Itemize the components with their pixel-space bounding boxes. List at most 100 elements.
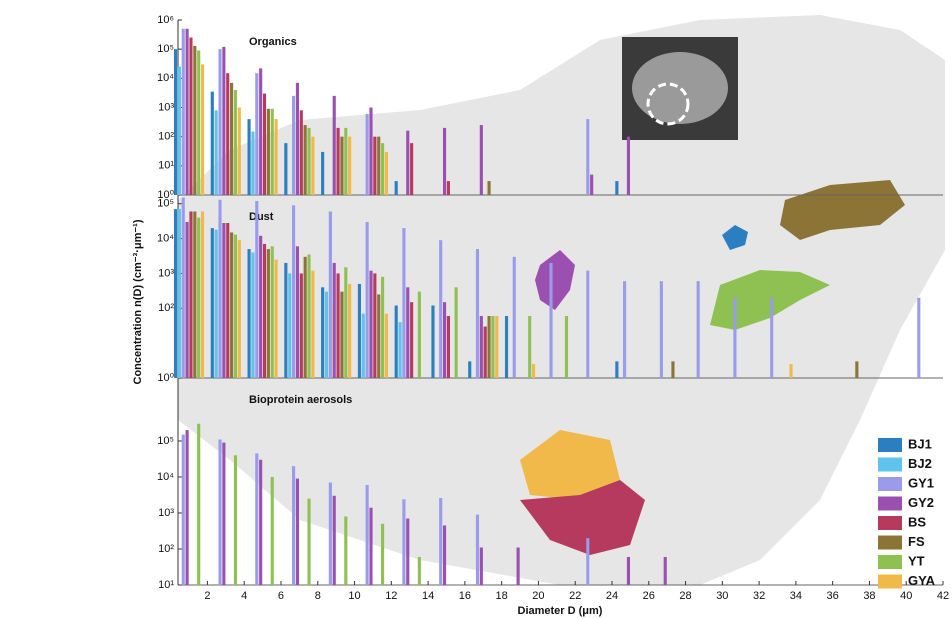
bar [222,223,225,378]
bar [284,143,287,195]
bar [513,257,516,378]
bar [337,273,340,378]
x-tick-label: 6 [278,590,284,602]
bar [230,232,233,378]
bar [226,223,229,378]
bar [381,143,384,195]
bar [385,314,388,378]
inset-particle [632,52,728,124]
bar [402,499,405,585]
bar [255,73,258,195]
bar [222,47,225,195]
bar [333,263,336,378]
bar [789,364,792,378]
bar [660,281,663,378]
y-tick-label: 10² [158,302,174,314]
bar [174,49,177,195]
bar [304,257,307,378]
bar [288,273,291,378]
bar [211,92,214,195]
bar [321,152,324,195]
bar [193,46,196,195]
x-tick-label: 4 [241,590,247,602]
y-tick-label: 10⁵ [157,435,174,447]
bar [381,277,384,378]
bar [325,292,328,378]
panel-title: Dust [249,211,274,223]
legend-label: YT [908,553,925,568]
bar [300,273,303,378]
bar [307,254,310,378]
legend-swatch [878,438,902,452]
bar [664,557,667,585]
legend-swatch [878,458,902,472]
bar [398,322,401,378]
bar [263,244,266,378]
bar [590,175,593,195]
legend-swatch [878,555,902,569]
bar [271,477,274,585]
bar [366,485,369,585]
bar [410,302,413,378]
bar [174,209,177,378]
bar [311,271,314,378]
x-tick-label: 12 [385,590,397,602]
figure: Concentration n(D) (cm⁻³·μm⁻¹) Diameter … [0,0,952,619]
bar [671,361,674,378]
y-tick-label: 10⁵ [157,43,174,55]
bar [296,479,299,585]
bar [439,498,442,585]
legend-label: GY1 [908,475,934,490]
bar [565,316,568,378]
x-tick-label: 40 [900,590,912,602]
bar [218,200,221,378]
bar [455,287,458,378]
bar [186,222,189,378]
bar [381,524,384,585]
bar [615,361,618,378]
x-tick-label: 36 [827,590,839,602]
legend-label: BS [908,514,926,529]
bar [344,128,347,195]
x-tick-label: 24 [606,590,618,602]
bar [218,439,221,585]
bar [402,228,405,378]
bar [304,125,307,195]
bar [369,508,372,585]
legend-swatch [878,516,902,530]
bar [627,137,630,195]
bar [344,516,347,585]
bar [255,453,258,585]
x-tick-label: 26 [643,590,655,602]
bar [447,316,450,378]
legend-label: FS [908,534,925,549]
bar [443,302,446,378]
y-tick-label: 10⁶ [157,14,174,26]
bar [271,246,274,378]
x-tick-label: 14 [422,590,434,602]
bar [321,287,324,378]
bar [284,263,287,378]
bar [369,108,372,196]
bar [406,519,409,585]
bar [406,131,409,195]
x-tick-label: 38 [863,590,875,602]
bar [211,228,214,378]
bar [385,152,388,195]
bar [222,443,225,585]
bar [248,249,251,378]
bar [476,515,479,585]
legend-swatch [878,497,902,511]
bar [275,260,278,378]
y-tick-label: 10⁰ [157,372,174,384]
bar [733,298,736,378]
bar [201,211,204,378]
bar [197,51,200,195]
bar [300,110,303,195]
legend-label: BJ2 [908,456,932,471]
bar [333,496,336,585]
bar [234,235,237,378]
bar [549,263,552,378]
y-tick-label: 10² [158,131,174,143]
bar [586,119,589,195]
